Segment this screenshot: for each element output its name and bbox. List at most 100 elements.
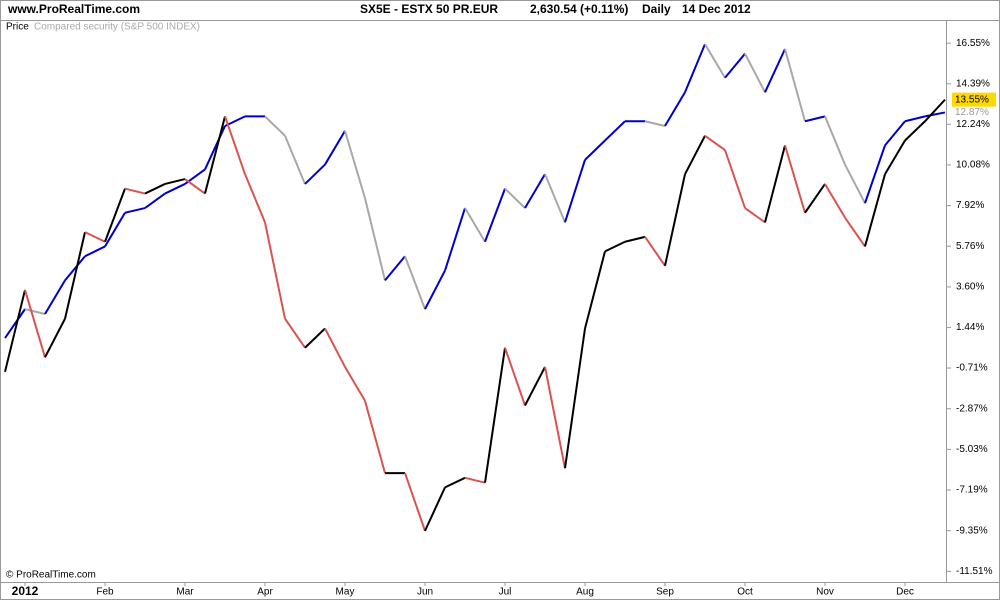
line-segment — [804, 183, 826, 214]
line-segment — [324, 130, 346, 166]
line-segment — [4, 308, 26, 339]
line-segment — [84, 231, 106, 243]
line-segment — [304, 163, 326, 185]
line-segment — [64, 255, 86, 281]
line-segment — [904, 120, 926, 142]
line-segment — [824, 183, 846, 219]
x-tick-label: Jul — [499, 587, 512, 598]
line-segment — [644, 236, 666, 267]
end-value-badge — [952, 92, 996, 107]
line-segment — [864, 145, 886, 204]
copyright: © ProRealTime.com — [6, 570, 96, 581]
line-segment — [424, 486, 446, 532]
y-tick-label: 12.24% — [956, 119, 990, 130]
x-tick-label: May — [336, 587, 355, 598]
line-segment — [824, 115, 846, 165]
line-segment — [184, 178, 206, 195]
line-segment — [284, 318, 306, 349]
line-segment — [664, 173, 686, 267]
line-segment — [524, 366, 546, 406]
line-segment — [784, 145, 806, 214]
line-segment — [424, 270, 446, 310]
line-segment — [884, 120, 906, 147]
line-segment — [704, 134, 726, 151]
line-segment — [104, 212, 126, 247]
line-segment — [664, 91, 686, 127]
date: 14 Dec 2012 — [682, 2, 751, 16]
line-segment — [504, 187, 526, 209]
line-segment — [464, 207, 486, 243]
line-segment — [344, 366, 366, 402]
line-segment — [324, 328, 346, 368]
line-segment — [384, 255, 406, 281]
line-segment — [604, 120, 626, 142]
line-segment — [444, 476, 466, 489]
line-segment — [504, 347, 526, 406]
y-tick-label: 1.44% — [956, 322, 984, 333]
line-segment — [344, 130, 366, 199]
line-segment — [604, 240, 626, 253]
line-segment — [744, 53, 766, 93]
y-tick-label: -11.51% — [956, 566, 993, 577]
line-segment — [724, 53, 746, 79]
y-tick-label: 14.39% — [956, 78, 990, 89]
line-segment — [684, 43, 706, 93]
chart-title: SX5E - ESTX 50 PR.EUR — [360, 2, 498, 16]
line-segment — [924, 98, 946, 122]
line-segment — [84, 245, 106, 258]
line-segment — [544, 173, 566, 223]
line-segment — [444, 207, 466, 271]
site: www.ProRealTime.com — [7, 2, 140, 16]
x-tick-label: Sep — [656, 587, 674, 598]
y-tick-label: -0.71% — [956, 363, 988, 374]
line-segment — [304, 327, 326, 349]
line-segment — [784, 48, 806, 122]
line-segment — [404, 472, 426, 532]
line-segment — [284, 135, 306, 185]
quote: 2,630.54 (+0.11%) — [530, 2, 628, 16]
x-tick-label: Feb — [96, 587, 114, 598]
line-segment — [484, 347, 506, 483]
y-tick-label: -7.19% — [956, 485, 988, 496]
line-segment — [544, 366, 566, 469]
x-tick-label: Oct — [737, 587, 753, 598]
line-segment — [264, 222, 286, 319]
y-tick-label: 3.60% — [956, 282, 984, 293]
line-segment — [104, 188, 126, 243]
end-value-label: 12.87% — [955, 107, 989, 118]
x-tick-label: Dec — [896, 587, 914, 598]
line-segment — [24, 289, 46, 358]
y-tick-label: -5.03% — [956, 444, 988, 455]
line-segment — [624, 235, 646, 243]
line-segment — [364, 400, 386, 474]
line-segment — [644, 120, 666, 127]
period: Daily — [642, 2, 671, 16]
line-segment — [144, 192, 166, 209]
x-tick-label: Aug — [576, 587, 594, 598]
line-segment — [44, 318, 66, 358]
line-segment — [4, 289, 26, 373]
y-tick-label: 16.55% — [956, 38, 990, 49]
line-segment — [564, 328, 586, 469]
line-segment — [844, 164, 866, 204]
line-segment — [64, 231, 86, 319]
line-segment — [884, 139, 906, 175]
line-segment — [844, 217, 866, 248]
line-segment — [264, 115, 286, 137]
line-segment — [524, 173, 546, 209]
line-segment — [44, 279, 66, 315]
line-segment — [904, 115, 926, 123]
x-tick-label: 2012 — [12, 584, 39, 598]
y-tick-label: 7.92% — [956, 200, 984, 211]
line-segment — [564, 159, 586, 223]
line-segment — [144, 183, 166, 195]
line-segment — [24, 308, 46, 315]
line-segment — [724, 149, 746, 209]
x-tick-label: Nov — [816, 587, 834, 598]
y-tick-label: -9.35% — [956, 525, 988, 536]
end-value-label: 13.55% — [955, 94, 989, 105]
line-segment — [684, 135, 706, 175]
line-segment — [804, 115, 826, 123]
